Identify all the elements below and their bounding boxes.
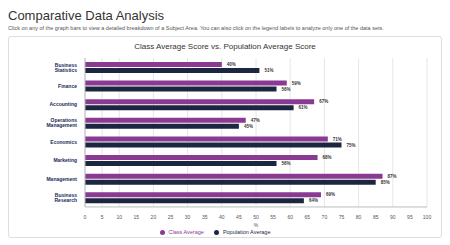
html-text:Class Average: Class Average	[168, 229, 204, 235]
svg-text:56%: 56%	[282, 87, 291, 92]
svg-text:Management: Management	[46, 176, 77, 182]
svg-text:61%: 61%	[299, 105, 308, 110]
svg-text:69%: 69%	[326, 192, 335, 197]
svg-text:BusinessStatistics: BusinessStatistics	[55, 62, 77, 73]
svg-text:65: 65	[305, 214, 311, 220]
svg-text:0: 0	[84, 214, 87, 220]
svg-text:40%: 40%	[227, 62, 236, 67]
svg-text:Accounting: Accounting	[50, 101, 78, 107]
svg-text:80: 80	[356, 214, 362, 220]
svg-text:60: 60	[287, 214, 293, 220]
svg-text:51%: 51%	[264, 68, 273, 73]
svg-text:95: 95	[407, 214, 413, 220]
svg-text:87%: 87%	[388, 174, 397, 179]
html-text:Class Average Score vs. Popula: Class Average Score vs. Population Avera…	[134, 42, 316, 51]
html-text:Comparative Data Analysis: Comparative Data Analysis	[8, 8, 165, 23]
svg-text:35: 35	[202, 214, 208, 220]
svg-text:10: 10	[116, 214, 122, 220]
svg-text:20: 20	[151, 214, 157, 220]
svg-text:70: 70	[322, 214, 328, 220]
svg-text:68%: 68%	[323, 155, 332, 160]
svg-text:75: 75	[339, 214, 345, 220]
svg-text:47%: 47%	[251, 118, 260, 123]
svg-text:64%: 64%	[309, 198, 318, 203]
svg-text:56%: 56%	[282, 161, 291, 166]
svg-text:5: 5	[101, 214, 104, 220]
svg-text:45: 45	[236, 214, 242, 220]
html-text:Population Average: Population Average	[222, 229, 271, 235]
svg-text:67%: 67%	[319, 99, 328, 104]
svg-text:100: 100	[423, 214, 432, 220]
svg-text:%: %	[254, 222, 259, 228]
svg-text:85%: 85%	[381, 180, 390, 185]
svg-text:40: 40	[219, 214, 225, 220]
svg-text:BusinessResearch: BusinessResearch	[54, 192, 77, 203]
svg-text:Marketing: Marketing	[53, 157, 77, 163]
svg-text:30: 30	[185, 214, 191, 220]
html-text:Click on any of the graph bars: Click on any of the graph bars to view a…	[8, 25, 384, 31]
svg-text:55: 55	[270, 214, 276, 220]
svg-text:90: 90	[390, 214, 396, 220]
svg-text:OperationsManagement: OperationsManagement	[46, 117, 77, 128]
svg-text:15: 15	[134, 214, 140, 220]
svg-text:59%: 59%	[292, 81, 301, 86]
svg-text:25: 25	[168, 214, 174, 220]
svg-text:Finance: Finance	[58, 83, 77, 89]
svg-text:85: 85	[373, 214, 379, 220]
svg-text:71%: 71%	[333, 137, 342, 142]
svg-text:75%: 75%	[347, 143, 356, 148]
svg-text:50: 50	[253, 214, 259, 220]
svg-text:45%: 45%	[244, 124, 253, 129]
svg-text:Economics: Economics	[50, 139, 77, 145]
